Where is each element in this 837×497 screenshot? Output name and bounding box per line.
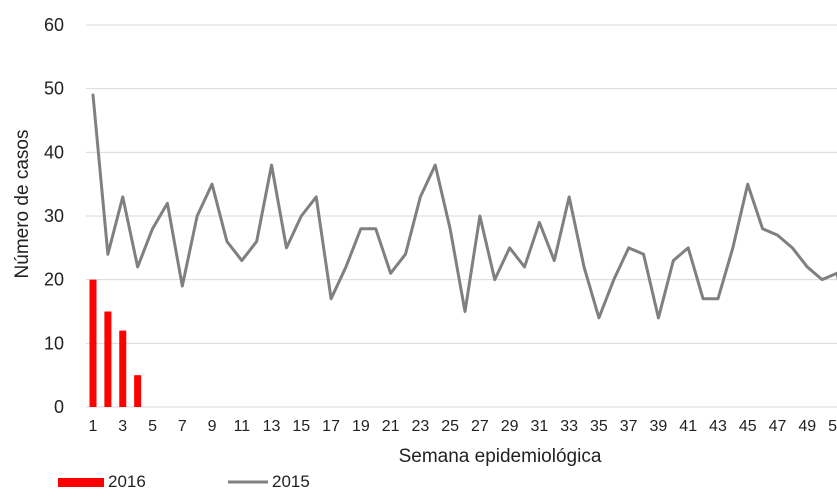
x-tick-label: 35 <box>590 418 608 435</box>
legend: 2016 2015 <box>58 472 310 491</box>
bar-series-2016 <box>89 279 142 407</box>
x-tick-label: 17 <box>322 418 340 435</box>
x-tick-label: 51 <box>828 418 837 435</box>
legend-swatch-2016 <box>58 478 104 487</box>
line-series-2015 <box>91 93 837 320</box>
x-tick-label: 13 <box>263 418 281 435</box>
x-tick-label: 33 <box>560 418 578 435</box>
bar-2016-week-4 <box>134 375 142 407</box>
y-axis-label: Número de casos <box>12 130 33 279</box>
y-tick-label: 40 <box>44 142 64 162</box>
y-tick-label: 20 <box>44 270 64 290</box>
x-tick-label: 9 <box>208 418 217 435</box>
x-tick-label: 29 <box>501 418 519 435</box>
legend-label-2016: 2016 <box>108 472 146 491</box>
x-tick-label: 49 <box>798 418 816 435</box>
bar-2016-week-3 <box>119 330 127 407</box>
x-tick-label: 25 <box>441 418 459 435</box>
x-tick-label: 39 <box>650 418 668 435</box>
y-tick-label: 60 <box>44 15 64 35</box>
x-tick-label: 31 <box>531 418 549 435</box>
x-tick-label: 47 <box>769 418 787 435</box>
bar-2016-week-2 <box>104 311 112 407</box>
y-tick-label: 0 <box>54 397 64 417</box>
x-tick-label: 37 <box>620 418 638 435</box>
y-tick-label: 10 <box>44 333 64 353</box>
x-tick-label: 27 <box>471 418 489 435</box>
x-tick-label: 45 <box>739 418 757 435</box>
y-axis-ticks: 0 10 20 30 40 50 60 <box>44 15 64 417</box>
x-tick-label: 43 <box>709 418 727 435</box>
x-tick-label: 5 <box>148 418 157 435</box>
x-axis-label: Semana epidemiológica <box>399 446 602 467</box>
bar-2016-week-1 <box>89 279 97 407</box>
x-tick-label: 15 <box>292 418 310 435</box>
x-tick-label: 21 <box>382 418 400 435</box>
x-tick-label: 23 <box>411 418 429 435</box>
x-tick-label: 1 <box>89 418 98 435</box>
x-tick-label: 19 <box>352 418 370 435</box>
x-axis-ticks: 1 3 5 7 9 11 13 15 17 19 21 23 25 27 29 31 33 35 37 39 41 43 4… <box>89 418 837 435</box>
series-line-2015 <box>91 93 837 320</box>
x-tick-label: 41 <box>679 418 697 435</box>
x-tick-label: 3 <box>118 418 127 435</box>
y-tick-label: 50 <box>44 79 64 99</box>
y-tick-label: 30 <box>44 206 64 226</box>
gridlines <box>86 24 837 408</box>
legend-label-2015: 2015 <box>272 472 310 491</box>
x-tick-label: 7 <box>178 418 187 435</box>
x-tick-label: 11 <box>233 418 250 435</box>
